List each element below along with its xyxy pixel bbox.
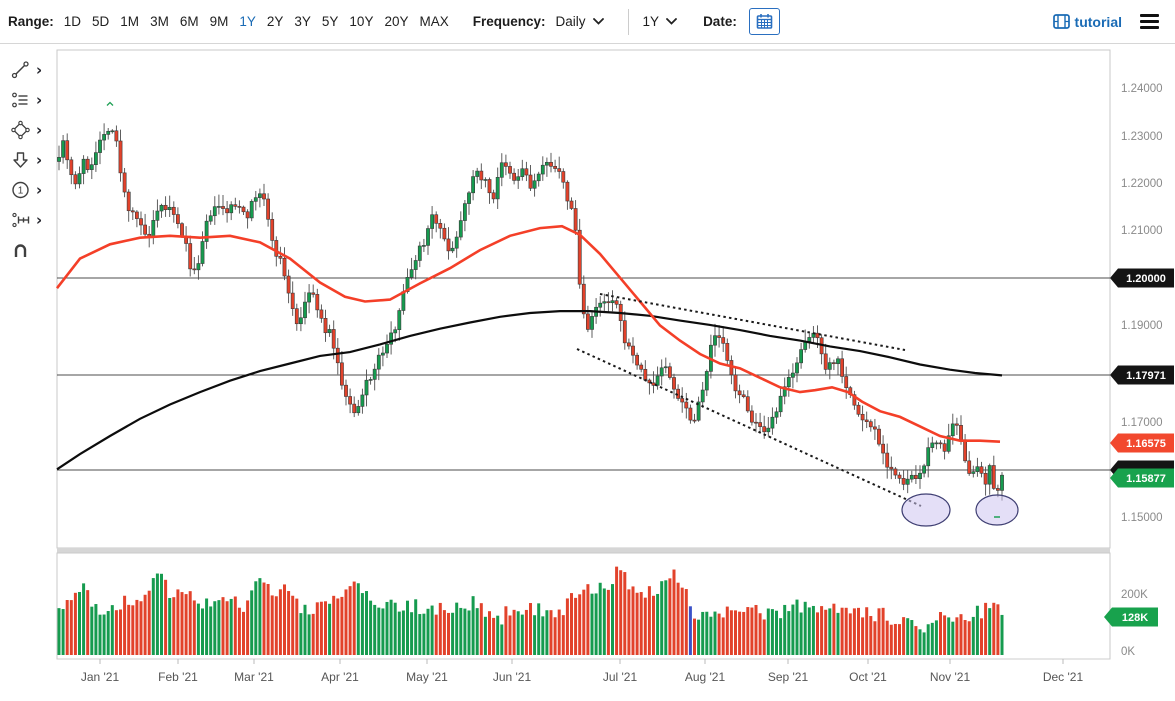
axis-price-badge-label: 1.16575 [1126, 438, 1166, 450]
expand-chevron-icon[interactable]: › [36, 60, 43, 79]
range-option-2y[interactable]: 2Y [266, 14, 284, 29]
volume-bars [57, 566, 1004, 655]
fibonacci-tool[interactable]: › [10, 90, 56, 110]
shape-icon [11, 120, 30, 140]
axis-price-badge-label: 1.15877 [1126, 473, 1166, 485]
range-option-5d[interactable]: 5D [92, 14, 110, 29]
expand-chevron-icon[interactable]: › [36, 180, 43, 199]
ellipse-annotation[interactable] [901, 493, 951, 527]
range-option-10y[interactable]: 10Y [349, 14, 374, 29]
x-axis-label: Mar '21 [234, 670, 274, 684]
expand-chevron-icon[interactable]: › [36, 210, 43, 229]
frequency-value: Daily [555, 14, 586, 29]
calendar-icon [756, 14, 773, 29]
volume-axis-label: 0K [1121, 646, 1135, 658]
axis-price-badge-label: 1.17971 [1126, 370, 1166, 382]
y-axis-label: 1.24000 [1121, 83, 1163, 95]
panel-separator [57, 548, 1110, 553]
chevron-down-icon [666, 18, 677, 25]
y-axis-label: 1.23000 [1121, 131, 1163, 143]
hamburger-menu-button[interactable] [1140, 13, 1159, 30]
axis-price-badge [1110, 468, 1174, 488]
axis-price-badge [1110, 268, 1174, 288]
date-picker-button[interactable] [748, 8, 780, 35]
x-axis-label: Oct '21 [849, 670, 887, 684]
trendline-annotation[interactable] [599, 293, 906, 351]
range-option-6m[interactable]: 6M [179, 14, 199, 29]
x-axis-label: Feb '21 [158, 670, 198, 684]
trend-line-tool[interactable]: › [10, 60, 56, 80]
period-value: 1Y [642, 14, 660, 29]
annotation-tool[interactable]: 1 › [10, 180, 56, 200]
range-option-3m[interactable]: 3M [150, 14, 169, 29]
candles [57, 123, 1004, 501]
chevron-down-icon [592, 18, 604, 25]
magnet-icon [14, 244, 27, 257]
high-marker [106, 101, 114, 106]
x-axis-label: Apr '21 [321, 670, 359, 684]
range-option-1m[interactable]: 1M [120, 14, 140, 29]
y-axis-label: 1.22000 [1121, 178, 1163, 190]
x-axis-label: Dec '21 [1043, 670, 1084, 684]
axis-price-badge-label: 128K [1122, 612, 1148, 624]
measure-icon [12, 212, 30, 228]
shape-tool[interactable]: › [10, 120, 56, 140]
frequency-dropdown[interactable]: Daily [556, 14, 604, 29]
x-axis-label: Jan '21 [81, 670, 120, 684]
expand-chevron-icon[interactable]: › [36, 90, 43, 109]
arrow-tool[interactable]: › [10, 150, 56, 170]
menu-bar [1140, 26, 1159, 30]
measure-tool[interactable]: › [10, 210, 56, 230]
axis-price-badge [1104, 607, 1158, 627]
range-option-5y[interactable]: 5Y [321, 14, 339, 29]
menu-bar [1140, 19, 1159, 24]
ma50-line[interactable] [55, 224, 1001, 443]
trendline-annotation[interactable] [576, 348, 922, 507]
date-label: Date: [703, 14, 737, 29]
svg-text:1: 1 [18, 186, 24, 197]
x-axis-label: Aug '21 [685, 670, 726, 684]
ma200-line[interactable] [56, 310, 1003, 471]
tutorial-label: tutorial [1074, 13, 1122, 30]
circled-one-icon: 1 [12, 181, 29, 199]
x-axis-label: Jul '21 [603, 670, 638, 684]
x-axis-label: Sep '21 [768, 670, 809, 684]
axis-price-badge [1110, 365, 1174, 385]
expand-chevron-icon[interactable]: › [36, 120, 43, 139]
fibonacci-icon [12, 92, 28, 108]
range-label: Range: [8, 14, 54, 29]
magnet-tool[interactable] [10, 240, 56, 260]
frequency-label: Frequency: [472, 14, 546, 29]
menu-bar [1140, 13, 1159, 17]
range-options: 1D 5D 1M 3M 6M 9M 1Y 2Y 3Y 5Y 10Y 20Y MAX [64, 14, 449, 29]
trendline-icon [11, 61, 29, 79]
y-axis-label: 1.21000 [1121, 225, 1163, 237]
toolbar-divider [627, 8, 629, 35]
drawing-tools-rail: › › › › 1 › › [0, 50, 56, 260]
range-option-20y[interactable]: 20Y [384, 14, 409, 29]
range-option-max[interactable]: MAX [419, 14, 449, 29]
period-dropdown[interactable]: 1Y [643, 14, 678, 29]
range-option-3y[interactable]: 3Y [294, 14, 311, 29]
x-axis-label: Jun '21 [493, 670, 532, 684]
x-axis-label: Nov '21 [930, 670, 971, 684]
y-axis-label: 1.17000 [1121, 417, 1163, 429]
volume-axis-label: 200K [1121, 589, 1148, 601]
top-toolbar: Range: 1D 5D 1M 3M 6M 9M 1Y 2Y 3Y 5Y 10Y 20Y MAX Fre… [0, 0, 1175, 44]
range-option-1y[interactable]: 1Y [239, 14, 256, 29]
ellipse-annotation[interactable] [975, 494, 1019, 526]
film-icon [1052, 14, 1070, 29]
arrow-down-icon [13, 152, 28, 168]
x-axis-label: May '21 [406, 670, 448, 684]
y-axis-label: 1.15000 [1121, 512, 1163, 524]
tutorial-link[interactable]: tutorial [1052, 13, 1122, 30]
y-axis-label: 1.19000 [1121, 320, 1163, 332]
range-option-9m[interactable]: 9M [209, 14, 229, 29]
range-option-1d[interactable]: 1D [63, 14, 82, 29]
axis-price-badge-label: 1.20000 [1126, 273, 1166, 285]
axis-price-badge [1110, 433, 1174, 453]
expand-chevron-icon[interactable]: › [36, 150, 43, 169]
